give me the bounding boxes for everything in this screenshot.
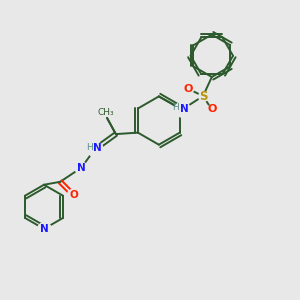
Text: O: O	[207, 104, 217, 114]
Text: N: N	[40, 224, 48, 234]
Text: H: H	[172, 103, 179, 112]
Text: H: H	[86, 143, 93, 152]
Text: N: N	[77, 163, 86, 173]
Text: N: N	[93, 142, 102, 153]
Text: CH₃: CH₃	[97, 108, 114, 117]
Text: N: N	[180, 104, 189, 114]
Text: S: S	[199, 90, 207, 103]
Text: O: O	[69, 190, 78, 200]
Text: O: O	[184, 84, 193, 94]
